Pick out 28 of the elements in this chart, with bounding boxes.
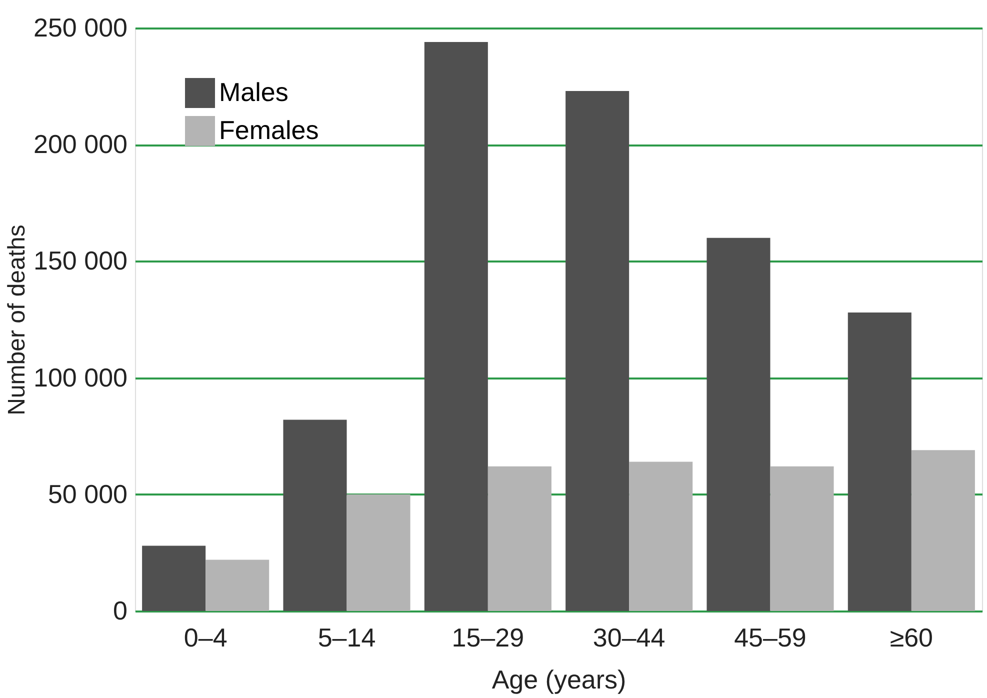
bar <box>911 450 975 611</box>
bar <box>706 238 770 611</box>
bar <box>142 546 206 611</box>
bar <box>566 90 630 611</box>
x-tick-label: 5–14 <box>318 622 376 652</box>
y-tick-label: 250 000 <box>34 12 128 42</box>
x-axis-title: Age (years) <box>492 664 626 694</box>
x-tick-label: 30–44 <box>592 622 666 652</box>
x-tick-label: ≥60 <box>890 622 934 652</box>
legend-label: Males <box>219 77 288 107</box>
y-tick-label: 100 000 <box>34 362 128 392</box>
bar <box>629 462 693 611</box>
bar <box>488 466 552 611</box>
y-tick-label: 150 000 <box>34 246 128 276</box>
legend-label: Females <box>219 115 319 145</box>
y-tick-label: 50 000 <box>48 478 128 509</box>
y-axis-title: Number of deaths <box>4 224 31 416</box>
y-tick-label: 0 <box>113 596 128 626</box>
x-tick-label: 45–59 <box>734 622 806 652</box>
x-tick-label: 15–29 <box>452 622 524 652</box>
bar <box>424 42 488 611</box>
bar <box>770 466 834 611</box>
y-tick-label: 200 000 <box>34 129 128 160</box>
bar <box>283 420 347 611</box>
bar <box>206 560 270 611</box>
bar <box>346 494 410 611</box>
bar <box>848 312 912 611</box>
x-tick-label: 0–4 <box>184 622 228 652</box>
